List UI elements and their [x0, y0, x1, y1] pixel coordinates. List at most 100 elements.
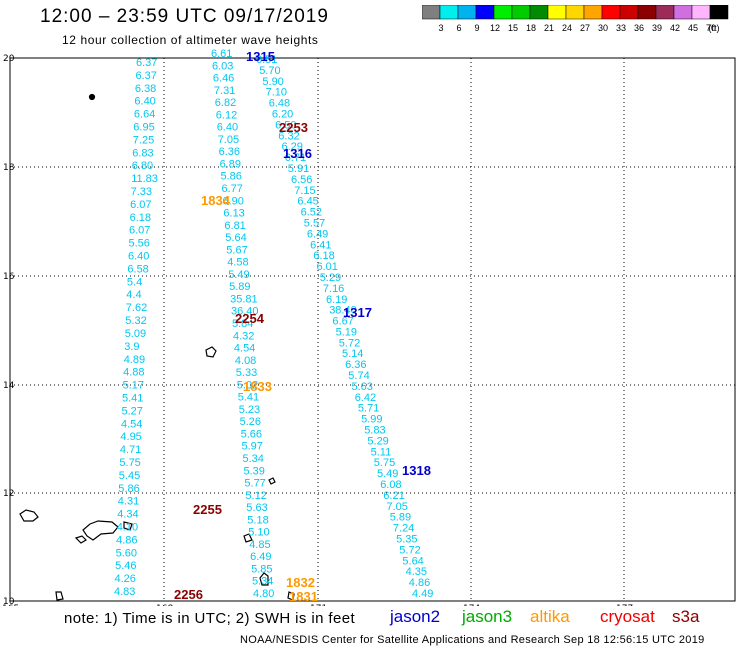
swh-value: 5.75 [119, 457, 140, 469]
swh-value: 6.29 [282, 141, 303, 153]
swh-value: 6.83 [132, 147, 153, 159]
legend-jason3: jason3 [462, 607, 513, 626]
swh-value: 6.18 [313, 250, 334, 262]
swh-value: 7.62 [126, 302, 147, 314]
swh-value: 6.52 [301, 207, 322, 219]
color-scale-label: 12 [490, 23, 500, 33]
swh-value: 5.33 [236, 367, 257, 379]
legend-altika: altika [530, 607, 570, 626]
swh-value: 4.26 [115, 573, 136, 585]
color-scale-label: 36 [634, 23, 644, 33]
swh-value: 6.37 [136, 70, 157, 82]
color-scale-label: 70 [706, 23, 716, 33]
island-outline [268, 477, 276, 485]
swh-value: 5.72 [339, 337, 360, 349]
island-outline [74, 535, 87, 544]
swh-value: 5.17 [123, 380, 144, 392]
swh-value: 6.07 [130, 199, 151, 211]
swh-value: 6.12 [216, 109, 237, 121]
swh-value: 6.48 [269, 98, 290, 110]
swh-value: 7.16 [323, 283, 344, 295]
swh-value: 6.77 [222, 183, 243, 195]
pass-time-label: 1831 [289, 589, 318, 604]
swh-value: 4.58 [227, 257, 248, 269]
pass-time-label: 1832 [286, 575, 315, 590]
swh-value: 6.49 [250, 551, 271, 563]
swh-value: 5.18 [247, 514, 268, 526]
graticule [10, 58, 735, 601]
swh-value: 5.41 [238, 392, 259, 404]
swh-value: 6.49 [307, 228, 328, 240]
longitude-labels: 165 168 171 174 177 [2, 604, 633, 606]
swh-value: 6.19 [326, 294, 347, 306]
swh-value: 4.31 [118, 496, 139, 508]
swh-value: 5.63 [246, 502, 267, 514]
footer-credit: NOAA/NESDIS Center for Satellite Applica… [240, 634, 705, 646]
color-scale-label: 3 [438, 23, 443, 33]
swh-value: 6.67 [332, 316, 353, 328]
swh-value: 5.90 [262, 76, 283, 88]
swh-value: 5.34 [243, 453, 264, 465]
island-outlines [19, 93, 295, 601]
latitude-label: 12 [3, 489, 14, 499]
swh-value: 6.80 [132, 160, 153, 172]
swh-value: 7.31 [214, 85, 235, 97]
swh-value: 11.83 [131, 173, 158, 185]
swh-value: 5.85 [251, 564, 272, 576]
swh-value: 6.42 [355, 392, 376, 404]
swh-tracks: 6.376.376.386.406.646.957.256.836.8011.8… [114, 48, 433, 600]
pass-time-label: 1833 [243, 379, 272, 394]
swh-value: 7.10 [266, 87, 287, 99]
swh-value: 5.34 [252, 576, 273, 588]
swh-value: 5.99 [361, 414, 382, 426]
swh-value: 5.49 [377, 468, 398, 480]
swh-value: 5.60 [116, 547, 137, 559]
swh-value: 6.46 [213, 73, 234, 85]
swh-value: 5.72 [399, 544, 420, 556]
swh-value: 6.13 [223, 208, 244, 220]
color-scale-label: (ft) [709, 23, 720, 33]
swh-value: 5.84 [232, 318, 253, 330]
swh-value: 4.32 [233, 330, 254, 342]
swh-value: 6.89 [220, 159, 241, 171]
swh-value: 5.29 [320, 272, 341, 284]
swh-value: 5.57 [304, 218, 325, 230]
swh-value: 5.19 [336, 326, 357, 338]
latitude-label: 10 [3, 597, 15, 606]
latitude-labels: 20 18 16 14 12 10 [3, 54, 15, 606]
swh-value: 5.14 [342, 348, 363, 360]
swh-value: 6.45 [297, 196, 318, 208]
longitude-label: 168 [156, 604, 173, 606]
swh-value: 4.86 [409, 577, 430, 589]
swh-value: 6.64 [134, 109, 155, 121]
latitude-label: 20 [3, 54, 15, 64]
swh-value: 4.89 [124, 354, 145, 366]
island-outline [259, 572, 269, 586]
swh-value: 6.18 [130, 212, 151, 224]
swh-value: 5.27 [122, 405, 143, 417]
swh-value: 6.03 [212, 60, 233, 72]
color-scale-label: 42 [670, 23, 680, 33]
pass-time-labels: 1315 2253 1316 1834 2254 1317 1833 1318 2255 1832… [174, 49, 431, 604]
swh-value: 5.32 [125, 315, 146, 327]
swh-value: 5.02 [237, 379, 258, 391]
color-scale-legend: 3 6 9 12 15 18 21 24 27 30 33 36 39 42 45 70(ft) [422, 5, 729, 33]
swh-value: 4.10 [117, 522, 138, 534]
swh-value: 6.56 [291, 174, 312, 186]
pass-time-label: 1317 [343, 305, 372, 320]
color-scale-label: 45 [688, 23, 698, 33]
swh-value: 6.95 [133, 122, 154, 134]
swh-value: 4.34 [117, 509, 138, 521]
swh-value: 4.80 [253, 588, 274, 600]
map-frame [9, 57, 736, 602]
swh-value: 4.83 [114, 586, 135, 598]
color-scale-label: 33 [616, 23, 626, 33]
swh-value: 5.77 [244, 478, 265, 490]
footer-note: note: 1) Time is in UTC; 2) SWH is in fe… [64, 610, 356, 627]
swh-value: 7.05 [218, 134, 239, 146]
pass-time-label: 1834 [201, 193, 231, 208]
swh-value: 6.51 [256, 54, 277, 66]
swh-value: 5.64 [402, 555, 423, 567]
pass-time-label: 1318 [402, 463, 431, 478]
swh-value: 6.20 [272, 109, 293, 121]
